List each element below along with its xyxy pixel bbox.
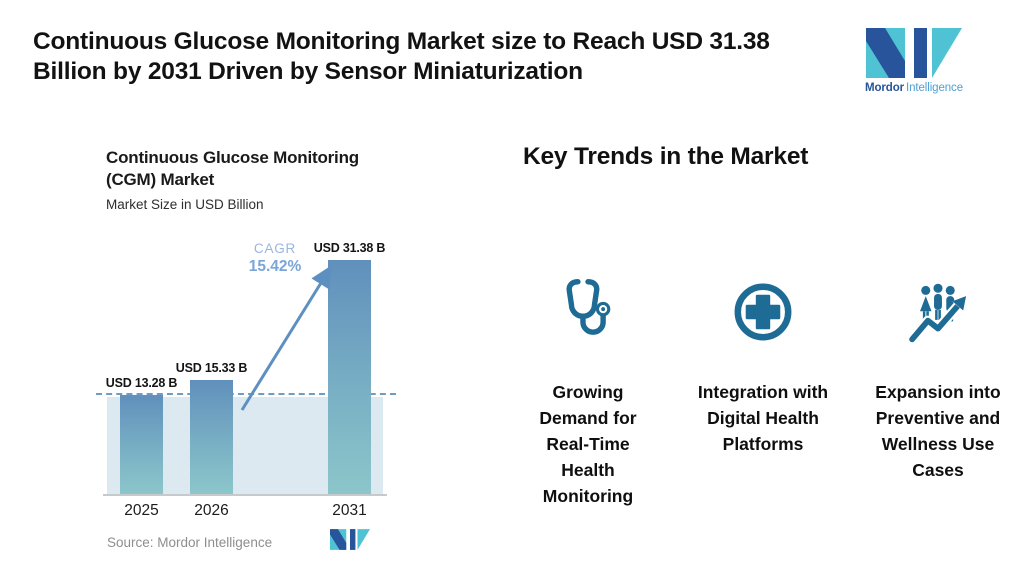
- bar-value-label: USD 13.28 B: [105, 376, 178, 390]
- trend-label: Growing Demand for Real-Time Health Moni…: [539, 382, 637, 506]
- x-axis-label: 2025: [124, 502, 159, 519]
- trends-title: Key Trends in the Market: [523, 143, 809, 170]
- x-axis-label: 2026: [194, 502, 229, 519]
- trend-label: Integration with Digital Health Platform…: [697, 382, 829, 454]
- trend-item-preventive-wellness: Expansion into Preventive and Wellness U…: [850, 276, 1026, 483]
- people-growth-arrow-icon: [907, 283, 967, 345]
- stethoscope-icon: [566, 279, 611, 335]
- source-note: Source: Mordor Intelligence: [107, 535, 273, 550]
- x-axis-label: 2031: [332, 502, 367, 519]
- bar-value-label: USD 31.38 B: [313, 241, 386, 255]
- medical-cross-circle-icon: [734, 283, 792, 341]
- trend-item-realtime-monitoring: Growing Demand for Real-Time Health Moni…: [500, 276, 676, 509]
- page-title: Continuous Glucose Monitoring Market siz…: [33, 28, 770, 85]
- chart-subtitle: Market Size in USD Billion: [106, 197, 264, 212]
- trend-item-digital-health: Integration with Digital Health Platform…: [675, 276, 851, 457]
- bar-2026: [190, 380, 233, 494]
- bar-2031: [328, 260, 371, 494]
- plot-area: CAGR 15.42% USD 13.28 B 2025 USD 15.33 B 20…: [96, 240, 396, 519]
- trend-label: Expansion into Preventive and Wellness U…: [875, 382, 1001, 480]
- bar-2025: [120, 395, 163, 494]
- brand-block: Mordor Intelligence: [858, 28, 970, 94]
- brand-name-bold: Mordor: [865, 82, 905, 94]
- mordor-logo-icon: [866, 28, 962, 78]
- brand-name: Mordor Intelligence: [858, 82, 970, 94]
- brand-name-light: Intelligence: [906, 82, 963, 94]
- cagr-label: CAGR: [253, 241, 297, 256]
- x-axis-line: [103, 494, 387, 496]
- chart-title: Continuous Glucose Monitoring (CGM) Mark…: [106, 148, 359, 189]
- bar-value-label: USD 15.33 B: [175, 361, 248, 375]
- cagr-annotation: CAGR 15.42%: [230, 241, 320, 276]
- cagr-value: 15.42%: [248, 258, 302, 275]
- mordor-logo-small-icon: [330, 529, 370, 550]
